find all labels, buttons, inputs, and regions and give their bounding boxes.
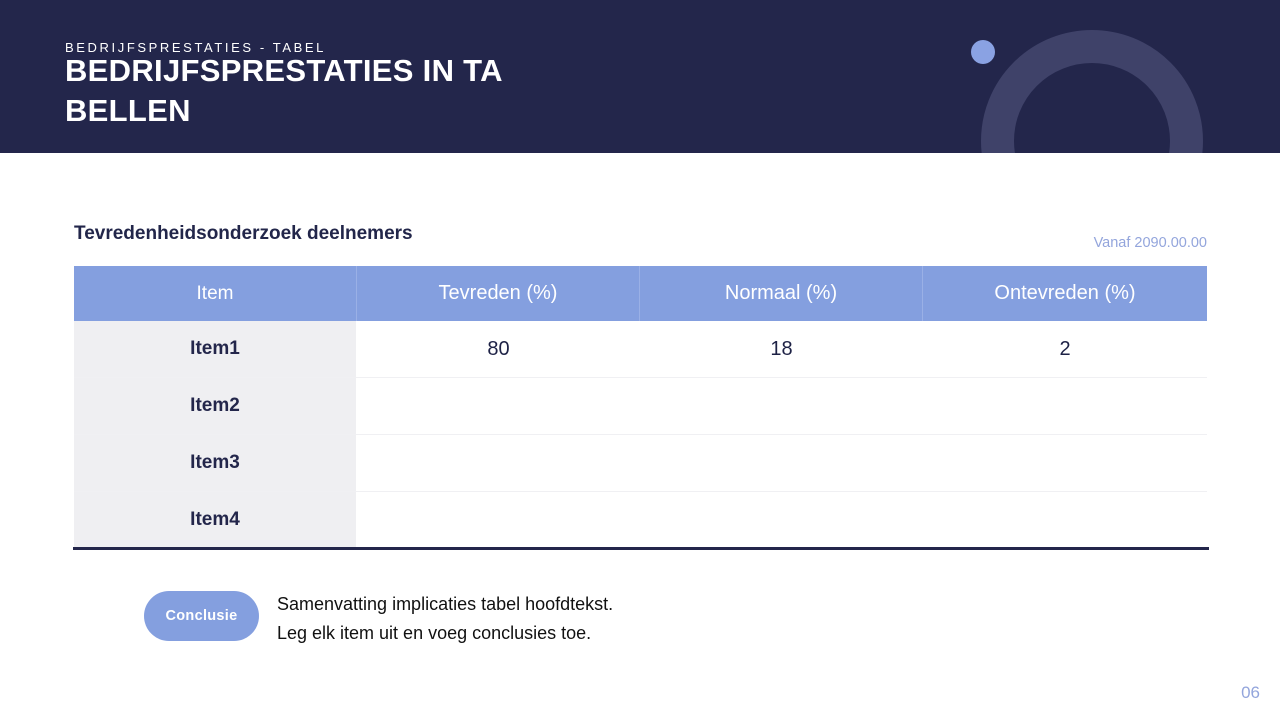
page-title-line-2: BELLEN	[65, 93, 191, 128]
table-header-row: Item Tevreden (%) Normaal (%) Ontevreden…	[74, 266, 1207, 321]
conclusion-text: Samenvatting implicaties tabel hoofdteks…	[277, 590, 613, 648]
column-header-normaal: Normaal (%)	[640, 266, 923, 321]
table-row: Item3	[74, 435, 1207, 492]
table-cell	[923, 492, 1207, 548]
table-row: Item2	[74, 378, 1207, 435]
table-cell: 2	[1059, 337, 1071, 360]
date-note: Vanaf 2090.00.00	[1093, 235, 1207, 251]
table-cell: 18	[770, 337, 793, 360]
column-header-item: Item	[74, 266, 357, 321]
table-cell	[640, 378, 923, 434]
conclusion-line-2: Leg elk item uit en voeg conclusies toe.	[277, 623, 592, 643]
table-cell	[357, 435, 640, 491]
table-cell	[640, 492, 923, 548]
table-row: Item4	[74, 492, 1207, 549]
conclusie-button[interactable]: Conclusie	[144, 591, 259, 641]
table-cell	[640, 435, 923, 491]
column-header-ontevreden: Ontevreden (%)	[994, 282, 1136, 304]
row-label: Item2	[74, 378, 357, 434]
row-label: Item3	[74, 435, 357, 491]
row-label: Item1	[74, 321, 357, 377]
table-bottom-rule	[73, 547, 1209, 550]
table-cell	[923, 378, 1207, 434]
row-label: Item4	[74, 492, 357, 548]
table-row: Item1 80 18 2	[74, 321, 1207, 378]
table-cell	[357, 378, 640, 434]
column-header-tevreden: Tevreden (%)	[357, 266, 640, 321]
page-title-line-1: BEDRIJFSPRESTATIES IN TA	[65, 53, 503, 88]
eyebrow-label: BEDRIJFSPRESTATIES - TABEL	[65, 40, 326, 55]
decorative-dot	[971, 40, 995, 64]
table-cell	[923, 435, 1207, 491]
page-title: BEDRIJFSPRESTATIES IN TA BELLEN	[65, 51, 545, 131]
decorative-ring	[981, 30, 1203, 153]
table-title: Tevredenheidsonderzoek deelnemers	[74, 223, 413, 244]
table-cell: 80	[487, 337, 510, 360]
header-banner: BEDRIJFSPRESTATIES - TABEL BEDRIJFSPREST…	[0, 0, 1280, 153]
conclusion-line-1: Samenvatting implicaties tabel hoofdteks…	[277, 594, 614, 614]
data-table: Item Tevreden (%) Normaal (%) Ontevreden…	[74, 266, 1207, 549]
table-cell	[357, 492, 640, 548]
page-number: 06	[1241, 683, 1260, 702]
